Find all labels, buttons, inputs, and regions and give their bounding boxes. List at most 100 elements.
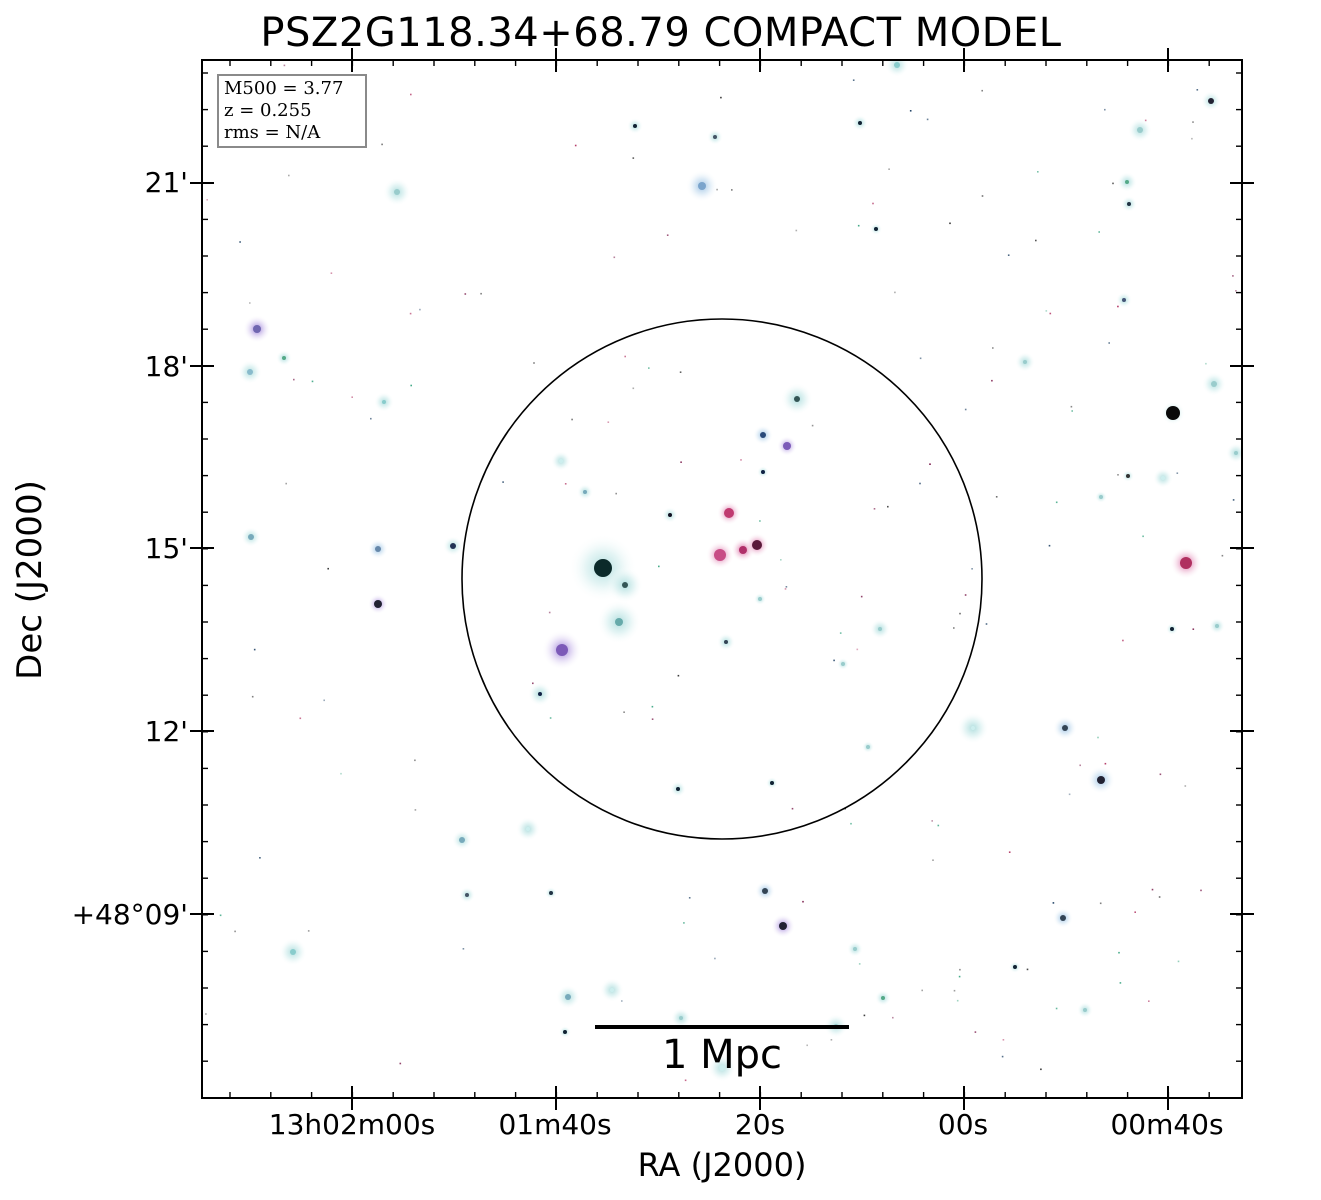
source-core-18 (247, 369, 253, 375)
source-core-50 (676, 787, 680, 791)
noise-speck (532, 682, 534, 685)
noise-speck (1184, 785, 1187, 787)
noise-speck (1192, 628, 1195, 630)
noise-speck (1191, 137, 1193, 140)
noise-speck (931, 820, 933, 822)
source-core-33 (1122, 298, 1126, 302)
noise-speck (1151, 888, 1154, 891)
noise-speck (253, 648, 256, 651)
source-core-48 (559, 459, 563, 463)
noise-speck (293, 378, 295, 381)
noise-speck (1117, 474, 1119, 476)
noise-speck (1002, 1039, 1005, 1041)
noise-speck (720, 96, 722, 99)
noise-speck (574, 144, 577, 147)
noise-speck (259, 857, 261, 859)
noise-speck (833, 659, 835, 662)
source-core-63 (563, 1030, 567, 1034)
noise-speck (953, 989, 956, 992)
noise-speck (666, 234, 669, 236)
source-core-60 (565, 994, 571, 1000)
noise-speck (1055, 501, 1058, 504)
noise-speck (680, 461, 682, 463)
source-core-0 (594, 559, 612, 577)
noise-speck (206, 199, 208, 201)
noise-speck (992, 347, 994, 349)
source-core-58 (853, 947, 857, 951)
noise-speck (959, 612, 961, 615)
noise-speck (410, 93, 412, 96)
noise-speck (419, 308, 421, 311)
source-core-49 (758, 597, 762, 601)
noise-speck (1048, 544, 1051, 547)
source-core-24 (633, 124, 637, 128)
noise-speck (564, 483, 567, 485)
source-core-5 (724, 508, 734, 518)
source-core-52 (459, 837, 465, 843)
noise-speck (1104, 762, 1107, 765)
noise-speck (731, 189, 733, 191)
source-core-65 (1060, 915, 1066, 921)
noise-speck (811, 424, 814, 427)
noise-speck (283, 64, 286, 67)
noise-speck (623, 711, 625, 713)
noise-speck (219, 914, 222, 917)
source-core-15 (394, 189, 400, 195)
noise-speck (1055, 1007, 1058, 1010)
noise-speck (1117, 305, 1119, 308)
noise-speck (964, 594, 967, 596)
noise-speck (860, 595, 863, 598)
noise-speck (239, 241, 241, 243)
noise-speck (894, 291, 896, 294)
noise-speck (959, 968, 961, 971)
noise-speck (909, 110, 912, 112)
source-core-44 (841, 662, 845, 666)
noise-speck (784, 588, 787, 590)
noise-speck (613, 256, 616, 259)
noise-speck (716, 188, 718, 191)
source-core-54 (465, 893, 469, 897)
source-core-55 (549, 891, 553, 895)
noise-speck (414, 809, 417, 811)
source-core-35 (1211, 381, 1217, 387)
noise-speck (323, 699, 325, 702)
source-core-25 (713, 135, 717, 139)
noise-speck (995, 496, 998, 498)
noise-speck (1071, 410, 1073, 412)
source-core-6 (714, 549, 726, 561)
source-core-16 (253, 325, 261, 333)
x-tick-label-13h02m00s: 13h02m00s (268, 1108, 436, 1141)
noise-speck (919, 357, 922, 360)
x-tick-label-01m40s: 01m40s (498, 1108, 612, 1141)
noise-speck (1079, 764, 1081, 767)
info-m500: M500 = 3.77 (224, 78, 344, 99)
source-core-7 (739, 546, 747, 554)
noise-speck (1037, 171, 1039, 173)
info-redshift: z = 0.255 (224, 100, 312, 121)
noise-speck (632, 157, 635, 159)
noise-speck (1122, 639, 1124, 642)
source-core-71 (1234, 451, 1238, 455)
noise-speck (839, 632, 842, 634)
noise-speck (288, 174, 290, 177)
noise-speck (1142, 535, 1144, 538)
noise-speck (1232, 499, 1235, 501)
noise-speck (873, 508, 876, 510)
source-core-40 (1062, 725, 1068, 731)
noise-speck (991, 379, 993, 382)
noise-speck (381, 143, 383, 146)
source-core-36 (1166, 406, 1180, 420)
source-core-30 (1137, 127, 1143, 133)
noise-speck (1112, 182, 1114, 185)
noise-speck (1001, 1055, 1004, 1058)
noise-speck (399, 1062, 402, 1065)
noise-speck (548, 611, 551, 614)
noise-speck (1068, 793, 1071, 796)
noise-speck (830, 1039, 833, 1041)
source-core-68 (719, 1065, 725, 1071)
source-core-9 (760, 432, 766, 438)
noise-speck (956, 999, 959, 1002)
noise-speck (714, 957, 716, 960)
source-core-67 (1013, 965, 1017, 969)
